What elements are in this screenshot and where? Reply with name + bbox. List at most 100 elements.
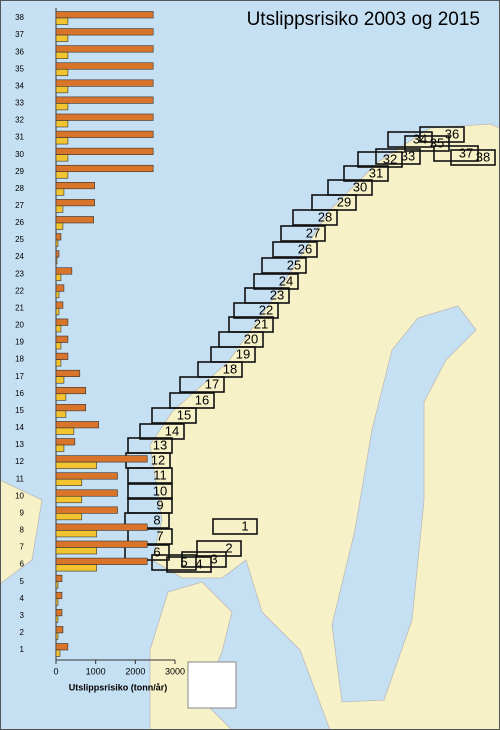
y-tick-label: 21 — [15, 303, 24, 312]
bar — [55, 284, 65, 292]
bar — [55, 154, 69, 162]
y-tick-label: 12 — [15, 457, 24, 466]
y-tick-label: 18 — [15, 355, 24, 364]
bar — [55, 205, 64, 213]
bar — [55, 461, 97, 469]
y-tick-label: 35 — [15, 64, 24, 73]
bar — [55, 472, 118, 480]
bar — [55, 359, 62, 367]
bar — [55, 506, 118, 514]
zone-box — [357, 151, 403, 168]
bar — [55, 438, 76, 446]
zone-box — [244, 287, 290, 304]
zone-label: 11 — [153, 467, 167, 482]
zone-box — [196, 540, 242, 557]
y-tick-label: 33 — [15, 99, 24, 108]
bar — [55, 222, 64, 230]
zone-label: 13 — [153, 437, 167, 452]
zone-label: 36 — [445, 126, 459, 141]
y-tick-label: 22 — [15, 286, 24, 295]
zone-label: 16 — [195, 392, 209, 407]
bar — [55, 547, 97, 555]
zone-label: 9 — [156, 497, 163, 512]
x-tick-label: 3000 — [165, 666, 185, 676]
zone-box — [127, 497, 173, 514]
zone-label: 24 — [279, 273, 293, 288]
bar — [55, 598, 59, 606]
bar — [55, 103, 69, 111]
bar — [55, 318, 69, 326]
zone-box — [450, 149, 496, 166]
bar — [55, 11, 154, 19]
y-tick-label: 6 — [20, 560, 25, 569]
bar — [55, 564, 97, 572]
bar — [55, 28, 154, 36]
zone-label: 30 — [353, 179, 367, 194]
zone-box — [127, 437, 173, 454]
zone-label: 27 — [306, 225, 320, 240]
bar — [55, 96, 154, 104]
y-tick-label: 7 — [20, 543, 25, 552]
bar — [55, 164, 154, 173]
bar — [55, 17, 69, 25]
bar — [55, 649, 61, 657]
bar — [55, 574, 63, 582]
zone-box — [151, 554, 197, 571]
bar — [55, 489, 118, 497]
bar — [55, 62, 154, 70]
zone-label: 10 — [153, 483, 167, 498]
zone-label: 1 — [241, 518, 248, 533]
bar — [55, 427, 75, 435]
zone-box — [343, 165, 389, 182]
y-tick-label: 32 — [15, 116, 24, 125]
bar — [55, 267, 73, 275]
y-tick-label: 29 — [15, 167, 24, 176]
zone-box — [387, 131, 433, 148]
zone-label: 38 — [476, 149, 490, 164]
bar — [55, 557, 148, 565]
bar — [55, 626, 64, 634]
zone-label: 33 — [401, 148, 415, 163]
x-axis-label: Utslippsrisiko (tonn/år) — [69, 682, 168, 692]
y-tick-label: 37 — [15, 30, 24, 39]
zone-label: 3 — [210, 551, 217, 566]
bar — [55, 239, 59, 247]
zone-label: 21 — [254, 316, 268, 331]
bar — [55, 342, 62, 350]
bar-chart: 0 1000 2000 3000123456789101112131415161718… — [15, 8, 227, 701]
bar — [55, 256, 58, 264]
baltic-sea — [331, 305, 477, 703]
bar — [55, 530, 97, 538]
bar — [55, 290, 60, 299]
bar — [55, 45, 154, 53]
zone-label: 31 — [369, 165, 383, 180]
zone-box — [419, 126, 465, 143]
zone-box — [166, 556, 212, 573]
bar — [55, 369, 81, 378]
zone-box — [433, 145, 479, 162]
bar — [55, 79, 154, 87]
zone-box — [404, 135, 450, 152]
bar — [55, 188, 65, 196]
y-tick-label: 20 — [15, 321, 24, 330]
legend — [187, 661, 237, 709]
bar — [55, 352, 69, 360]
bar — [55, 478, 83, 486]
bar — [55, 335, 69, 343]
bar — [55, 68, 69, 77]
bar — [55, 455, 148, 463]
bar — [55, 444, 65, 452]
bar — [55, 273, 62, 282]
zone-label: 7 — [156, 528, 163, 543]
zone-box — [261, 257, 307, 274]
bar — [55, 581, 59, 589]
zone-box — [139, 423, 185, 440]
bar — [55, 137, 69, 145]
zone-label: 2 — [225, 540, 232, 555]
y-tick-label: 11 — [16, 474, 25, 483]
zone-boundaries: 1234567891011121314151617181920212223242… — [124, 126, 496, 573]
zone-label: 29 — [337, 194, 351, 209]
zone-label: 35 — [430, 135, 444, 150]
zone-box — [212, 518, 258, 535]
